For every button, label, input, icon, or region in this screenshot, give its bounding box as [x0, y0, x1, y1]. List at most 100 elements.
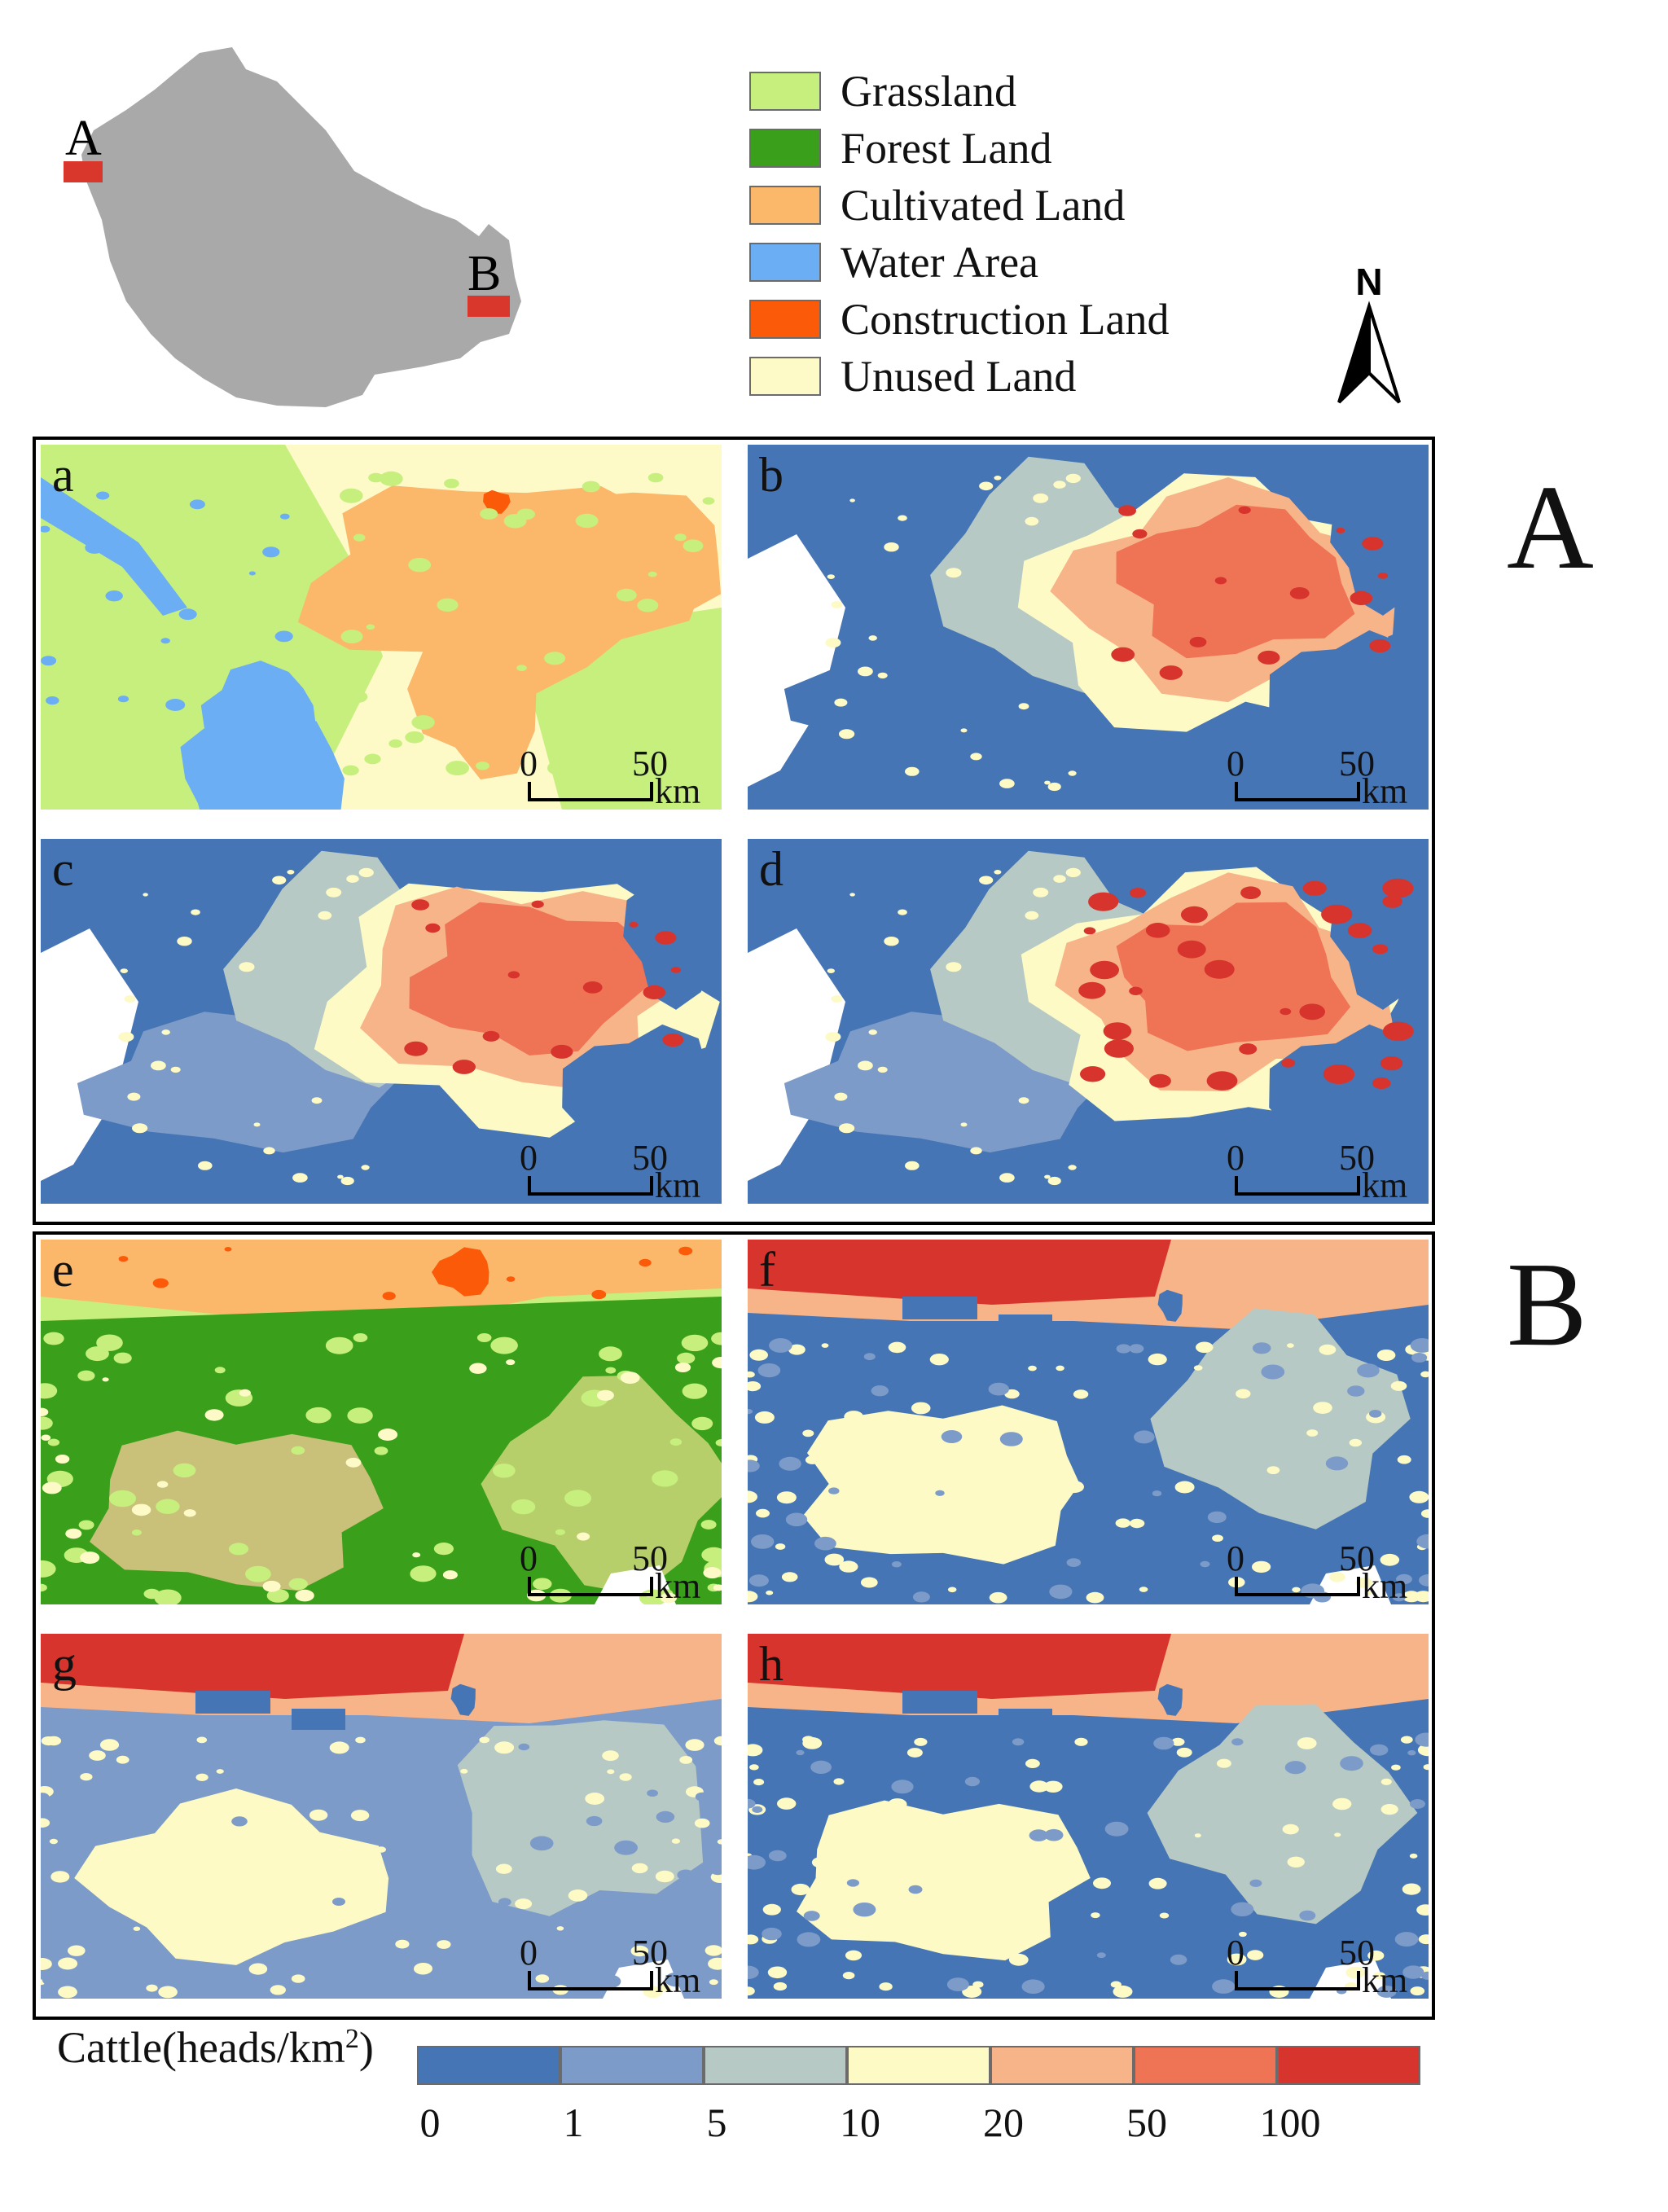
- legend-label: Construction Land: [841, 295, 1170, 344]
- map-panel-b-raster: [748, 445, 1429, 810]
- scale-bar-line: [1235, 1176, 1360, 1196]
- scale-bar: 0 50 km: [520, 1930, 717, 1999]
- map-panel-h-raster: [748, 1634, 1429, 1999]
- north-arrow: N: [1332, 259, 1406, 414]
- panel-letter: e: [52, 1243, 74, 1297]
- map-panel-f: f 0 50 km: [748, 1240, 1429, 1604]
- colorbar-tick-label: 10: [840, 2100, 880, 2145]
- panel-letter: h: [759, 1637, 784, 1691]
- scale-zero: 0: [520, 1538, 538, 1578]
- panel-letter: b: [759, 448, 784, 502]
- legend-label: Forest Land: [841, 124, 1052, 173]
- legend-label: Water Area: [841, 238, 1038, 287]
- legend-swatch: [749, 72, 821, 111]
- scale-bar-line: [528, 1971, 653, 1990]
- scale-unit: km: [655, 1165, 701, 1204]
- legend-item: Water Area: [749, 236, 1319, 293]
- scale-bar: 0 50 km: [1227, 741, 1424, 810]
- scale-fifty: 50: [1339, 1138, 1375, 1178]
- panel-letter: f: [759, 1243, 775, 1297]
- panel-letter: c: [52, 842, 74, 896]
- map-panel-d: d 0 50 km: [748, 839, 1429, 1204]
- legend-swatch: [749, 300, 821, 339]
- scale-unit: km: [1362, 1165, 1408, 1204]
- map-panel-b: b 0 50 km: [748, 445, 1429, 810]
- scale-bar: 0 50 km: [520, 1536, 717, 1604]
- scale-bar-line: [1235, 782, 1360, 801]
- study-region-shape: [81, 47, 521, 407]
- legend-swatch: [749, 129, 821, 168]
- scale-unit: km: [1362, 1566, 1408, 1604]
- colorbar-tick-label: 50: [1126, 2100, 1167, 2145]
- colorbar-cell: [417, 2046, 560, 2085]
- scale-bar-line: [1235, 1577, 1360, 1596]
- inset-marker-b: [467, 296, 510, 317]
- map-panel-c: c 0 50 km: [41, 839, 722, 1204]
- north-label: N: [1355, 261, 1382, 303]
- scale-fifty: 50: [1339, 744, 1375, 783]
- scale-bar: 0 50 km: [1227, 1536, 1424, 1604]
- scale-zero: 0: [1227, 1933, 1244, 1973]
- legend-item: Forest Land: [749, 122, 1319, 179]
- scale-fifty: 50: [1339, 1538, 1375, 1578]
- map-panel-d-raster: [748, 839, 1429, 1204]
- colorbar-cell: [560, 2046, 704, 2085]
- legend-swatch: [749, 186, 821, 225]
- legend-label: Cultivated Land: [841, 181, 1126, 230]
- legend-swatch: [749, 243, 821, 282]
- panel-letter: g: [52, 1637, 77, 1691]
- colorbar-tick-label: 20: [983, 2100, 1024, 2145]
- scale-zero: 0: [1227, 744, 1244, 783]
- panel-letter: d: [759, 842, 784, 896]
- map-panel-e: e 0 50 km: [41, 1240, 722, 1604]
- map-panel-f-raster: [748, 1240, 1429, 1604]
- scale-unit: km: [1362, 771, 1408, 810]
- scale-bar: 0 50 km: [520, 741, 717, 810]
- scale-fifty: 50: [632, 744, 668, 783]
- colorbar-cell: [1134, 2046, 1277, 2085]
- scale-unit: km: [655, 1566, 701, 1604]
- map-panel-g: g 0 50 km: [41, 1634, 722, 1999]
- scale-zero: 0: [1227, 1538, 1244, 1578]
- scale-unit: km: [655, 771, 701, 810]
- map-panel-e-raster: [41, 1240, 722, 1604]
- colorbar-title: Cattle(heads/km2): [57, 2023, 374, 2072]
- scale-bar: 0 50 km: [1227, 1135, 1424, 1204]
- scale-bar: 0 50 km: [1227, 1930, 1424, 1999]
- colorbar-tick-label: 5: [706, 2100, 727, 2145]
- scale-zero: 0: [520, 744, 538, 783]
- region-b-label: B: [1507, 1238, 1587, 1372]
- legend-label: Unused Land: [841, 352, 1077, 401]
- legend-item: Cultivated Land: [749, 179, 1319, 236]
- north-arrow-icon: N: [1337, 261, 1401, 404]
- colorbar-cell: [990, 2046, 1134, 2085]
- map-panel-h: h 0 50 km: [748, 1634, 1429, 1999]
- colorbar-tick-label: 100: [1259, 2100, 1321, 2145]
- scale-bar-line: [528, 1176, 653, 1196]
- scale-bar-line: [528, 782, 653, 801]
- legend-swatch: [749, 357, 821, 396]
- legend-label: Grassland: [841, 67, 1016, 116]
- legend-item: Construction Land: [749, 293, 1319, 350]
- map-panel-g-raster: [41, 1634, 722, 1999]
- colorbar-cell: [847, 2046, 990, 2085]
- inset-map-svg: A B: [64, 47, 521, 407]
- scale-bar-line: [1235, 1971, 1360, 1990]
- scale-zero: 0: [1227, 1138, 1244, 1178]
- region-b-frame: [33, 1231, 1435, 2020]
- scale-fifty: 50: [632, 1138, 668, 1178]
- legend-item: Grassland: [749, 65, 1319, 122]
- scale-bar: 0 50 km: [520, 1135, 717, 1204]
- scale-fifty: 50: [632, 1933, 668, 1973]
- panel-letter: a: [52, 448, 74, 502]
- inset-marker-a: [64, 161, 103, 182]
- map-panel-a-raster: [41, 445, 722, 810]
- region-a-frame: [33, 437, 1435, 1225]
- scale-zero: 0: [520, 1933, 538, 1973]
- colorbar-tick-label: 0: [419, 2100, 441, 2145]
- legend-item: Unused Land: [749, 350, 1319, 407]
- inset-label-b: B: [467, 246, 501, 301]
- colorbar-cell: [1277, 2046, 1420, 2085]
- scale-bar-line: [528, 1577, 653, 1596]
- scale-fifty: 50: [1339, 1933, 1375, 1973]
